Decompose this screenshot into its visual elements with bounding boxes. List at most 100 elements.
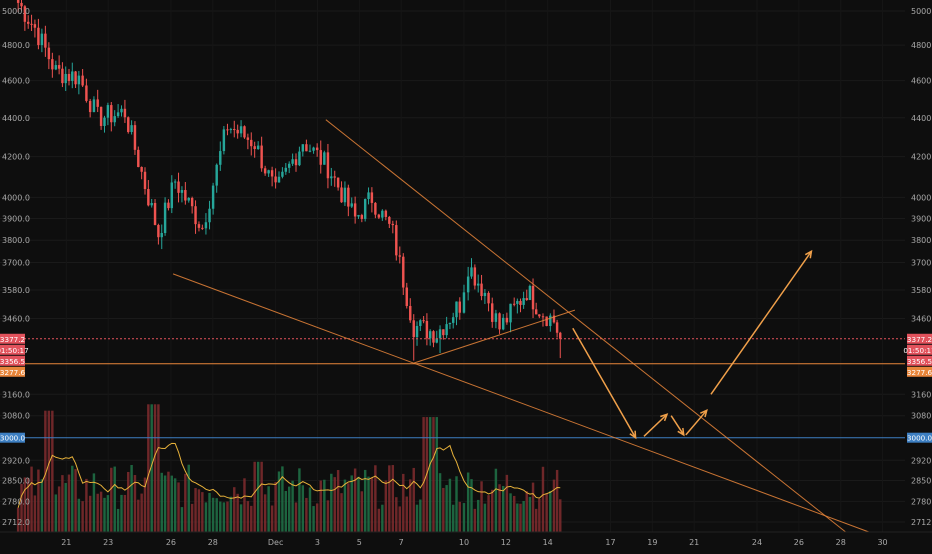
candle-body [323, 152, 326, 165]
candle [319, 140, 322, 174]
candle-body [71, 71, 74, 81]
trendlines[interactable] [172, 119, 870, 533]
candle [177, 172, 180, 203]
price-badge-right: 3377.2 [907, 333, 932, 344]
volume-bar [512, 495, 516, 532]
projection-arrow[interactable] [572, 327, 637, 440]
volume-bar [455, 476, 458, 532]
candle-body [77, 75, 81, 85]
volume-bar [201, 492, 204, 532]
volume-bar [54, 494, 58, 532]
x-tick-label: 17 [605, 538, 615, 547]
candle [516, 298, 519, 314]
trendline[interactable] [413, 309, 576, 364]
candle-body [194, 206, 197, 225]
candle [357, 214, 360, 219]
candle [340, 181, 343, 203]
volume-bar [333, 477, 336, 532]
y-tick-label-right: 2920.0 [911, 456, 932, 465]
projection-arrow[interactable] [685, 408, 708, 436]
candle [173, 179, 177, 189]
x-tick-label: 5 [357, 538, 362, 547]
candle [270, 166, 274, 187]
volume-bar [40, 479, 44, 532]
candle-body [263, 168, 267, 174]
badge-background [907, 366, 932, 377]
candle [246, 133, 250, 150]
candle [47, 42, 51, 70]
trendline[interactable] [325, 119, 846, 533]
candle-body [54, 65, 58, 70]
projection-arrow[interactable] [670, 415, 685, 437]
price-badge-right: 3000.0 [907, 432, 932, 443]
candle [525, 289, 528, 301]
trendline[interactable] [172, 273, 870, 533]
candle-body [360, 215, 364, 219]
candle-body [483, 292, 487, 297]
candle-body [236, 129, 239, 134]
candle [415, 321, 419, 346]
volume-bar [61, 475, 64, 532]
price-badge-left: 3356.5 [0, 355, 25, 366]
candle [333, 170, 336, 187]
volume-bar [170, 475, 174, 532]
candle-body [113, 116, 116, 123]
candle-body [180, 190, 184, 193]
projection-arrows[interactable] [572, 249, 813, 440]
projection-arrow[interactable] [643, 413, 669, 437]
candle [167, 199, 170, 211]
candle-body [61, 68, 64, 84]
x-tick-label: Dec [268, 538, 283, 547]
volume-bar [67, 474, 71, 532]
candle-body [30, 23, 33, 25]
candle-body [480, 283, 483, 297]
candle-body [229, 129, 233, 131]
candle [71, 62, 74, 89]
volume-bar [74, 469, 77, 532]
candle [445, 316, 448, 339]
candle-body [391, 223, 395, 226]
x-tick-label: 28 [208, 538, 218, 547]
volume-bar [64, 482, 67, 532]
candle-body [291, 159, 294, 164]
candle-body [250, 139, 253, 147]
y-tick-label-right: 4400.0 [911, 114, 932, 123]
volume-bar [509, 493, 512, 532]
y-axis-right[interactable]: 5000.0 4800.0 4600.0 4400.0 4200.0 4000.0 3900… [911, 7, 932, 527]
candle [44, 25, 47, 57]
x-tick-label: 19 [647, 538, 657, 547]
volume-bar [37, 469, 40, 532]
candle-body [522, 298, 525, 305]
x-tick-label: 21 [689, 538, 699, 547]
candle-body [140, 167, 143, 172]
x-tick-label: 23 [103, 538, 113, 547]
volume-bar [487, 495, 490, 532]
candle [501, 314, 505, 331]
volume-bar [85, 478, 88, 532]
candle [315, 143, 319, 157]
x-tick-label: 21 [61, 538, 71, 547]
volume-bar [541, 466, 545, 532]
volume-bar [204, 502, 208, 532]
candle [301, 144, 305, 157]
projection-arrow[interactable] [710, 249, 813, 395]
candle-body [445, 324, 448, 336]
volume-bar [545, 493, 548, 532]
candle-body [301, 144, 305, 152]
candle-body [541, 316, 545, 318]
candle [287, 161, 291, 174]
candle-body [197, 224, 201, 228]
candle-body [374, 202, 377, 215]
volume-bar [405, 496, 408, 532]
volume-bar [448, 478, 452, 532]
candle-body [347, 187, 350, 207]
volume-bar [498, 484, 501, 532]
candle [412, 314, 415, 361]
volume-bar [116, 508, 120, 532]
candle-body [150, 203, 153, 206]
volume-bar [384, 480, 388, 532]
y-axis-left: 5000.0 4800.0 4600.0 4400.0 4200.0 4000.0 3900… [2, 7, 30, 527]
volume-bar [343, 479, 347, 532]
